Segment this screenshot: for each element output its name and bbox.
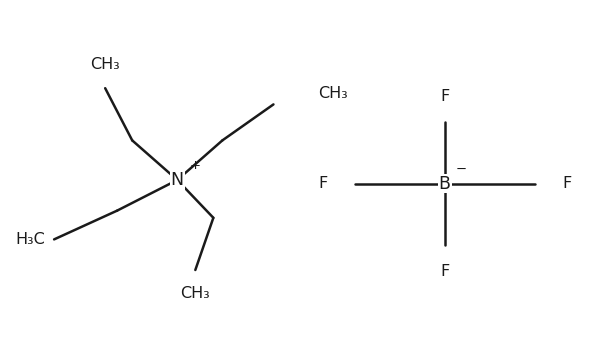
Text: F: F bbox=[319, 176, 328, 191]
Text: F: F bbox=[440, 89, 450, 104]
Text: F: F bbox=[562, 176, 571, 191]
Text: CH₃: CH₃ bbox=[90, 57, 120, 72]
Text: −: − bbox=[456, 163, 467, 176]
Text: B: B bbox=[439, 175, 451, 193]
Text: CH₃: CH₃ bbox=[319, 86, 349, 101]
Text: F: F bbox=[440, 264, 450, 279]
Text: CH₃: CH₃ bbox=[180, 286, 210, 301]
Text: H₃C: H₃C bbox=[15, 232, 45, 247]
Text: N: N bbox=[171, 171, 184, 189]
Text: +: + bbox=[190, 159, 201, 172]
